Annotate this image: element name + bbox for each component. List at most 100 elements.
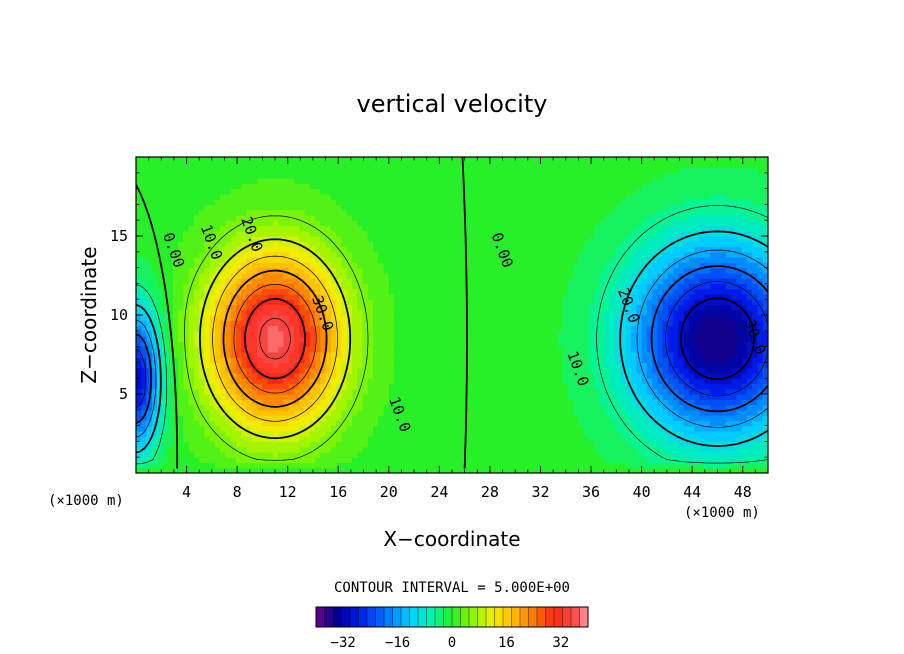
heatmap-cell: [288, 162, 295, 169]
heatmap-cell: [420, 178, 427, 184]
heatmap-cell: [330, 236, 337, 242]
heatmap-cell: [294, 172, 300, 179]
heatmap-cell: [436, 293, 443, 300]
heatmap-cell: [378, 178, 385, 184]
heatmap-cell: [246, 220, 253, 227]
heatmap-cell: [388, 283, 395, 290]
heatmap-cell: [452, 309, 458, 316]
heatmap-cell: [367, 299, 374, 306]
heatmap-cell: [209, 346, 216, 353]
heatmap-cell: [236, 436, 242, 442]
heatmap-cell: [151, 278, 158, 284]
heatmap-cell: [241, 236, 248, 242]
heatmap-cell: [367, 399, 374, 406]
heatmap-cell: [409, 372, 416, 379]
heatmap-cell: [315, 404, 321, 411]
heatmap-cell: [320, 183, 327, 190]
heatmap-cell: [230, 320, 237, 327]
heatmap-cell: [383, 304, 390, 311]
heatmap-cell: [520, 236, 527, 242]
heatmap-cell: [278, 399, 285, 406]
heatmap-cell: [236, 278, 242, 284]
heatmap-cell: [267, 257, 274, 263]
heatmap-cell: [420, 262, 427, 269]
heatmap-cell: [509, 362, 516, 369]
heatmap-cell: [367, 251, 374, 258]
heatmap-cell: [378, 272, 385, 279]
heatmap-cell: [188, 467, 195, 473]
heatmap-cell: [399, 204, 406, 211]
heatmap-cell: [488, 351, 495, 358]
heatmap-cell: [515, 293, 522, 300]
heatmap-cell: [478, 404, 485, 411]
heatmap-cell: [204, 188, 211, 195]
heatmap-cell: [167, 246, 174, 253]
heatmap-cell: [531, 378, 537, 385]
heatmap-cell: [478, 357, 485, 363]
heatmap-cell: [309, 330, 316, 337]
heatmap-cell: [415, 283, 421, 290]
heatmap-cell: [225, 283, 232, 290]
heatmap-cell: [404, 346, 411, 353]
heatmap-cell: [425, 399, 432, 406]
heatmap-cell: [294, 230, 300, 237]
heatmap-cell: [220, 446, 227, 453]
heatmap-cell: [351, 462, 358, 469]
heatmap-cell: [399, 241, 406, 248]
heatmap-cell: [199, 272, 206, 279]
heatmap-cell: [141, 214, 148, 221]
heatmap-cell: [172, 436, 179, 442]
heatmap-cell: [136, 162, 142, 169]
heatmap-cell: [230, 283, 237, 290]
heatmap-cell: [525, 462, 532, 469]
heatmap-cell: [504, 383, 511, 390]
heatmap-cell: [315, 325, 321, 332]
heatmap-cell: [330, 315, 337, 321]
heatmap-cell: [272, 415, 279, 421]
heatmap-cell: [320, 193, 327, 200]
heatmap-cell: [341, 399, 348, 406]
heatmap-cell: [462, 467, 469, 473]
heatmap-cell: [373, 336, 379, 342]
heatmap-cell: [373, 236, 379, 242]
heatmap-cell: [262, 220, 269, 227]
heatmap-cell: [215, 283, 221, 290]
heatmap-cell: [494, 246, 500, 253]
heatmap-cell: [552, 236, 558, 242]
heatmap-cell: [388, 251, 395, 258]
heatmap-cell: [441, 457, 448, 464]
heatmap-cell: [441, 315, 448, 321]
heatmap-cell: [230, 178, 237, 184]
heatmap-cell: [136, 388, 142, 395]
heatmap-cell: [209, 283, 216, 290]
heatmap-cell: [225, 399, 232, 406]
heatmap-cell: [536, 367, 543, 374]
heatmap-cell: [325, 441, 332, 448]
heatmap-cell: [478, 351, 485, 358]
heatmap-cell: [388, 457, 395, 464]
heatmap-cell: [320, 441, 327, 448]
heatmap-cell: [215, 378, 221, 385]
heatmap-cell: [162, 299, 169, 306]
heatmap-cell: [362, 430, 369, 437]
heatmap-cell: [262, 167, 269, 174]
heatmap-cell: [209, 299, 216, 306]
heatmap-cell: [473, 430, 479, 437]
heatmap-cell: [330, 209, 337, 216]
heatmap-cell: [341, 404, 348, 411]
heatmap-cell: [251, 409, 258, 416]
heatmap-cell: [420, 188, 427, 195]
heatmap-cell: [330, 188, 337, 195]
heatmap-cell: [415, 309, 421, 316]
heatmap-cell: [320, 399, 327, 406]
heatmap-cell: [504, 388, 511, 395]
heatmap-cell: [251, 446, 258, 453]
heatmap-cell: [341, 220, 348, 227]
heatmap-cell: [494, 372, 500, 379]
heatmap-cell: [325, 241, 332, 248]
heatmap-cell: [546, 257, 553, 263]
heatmap-cell: [483, 283, 490, 290]
heatmap-cell: [220, 315, 227, 321]
heatmap-cell: [441, 446, 448, 453]
heatmap-cell: [373, 172, 379, 179]
